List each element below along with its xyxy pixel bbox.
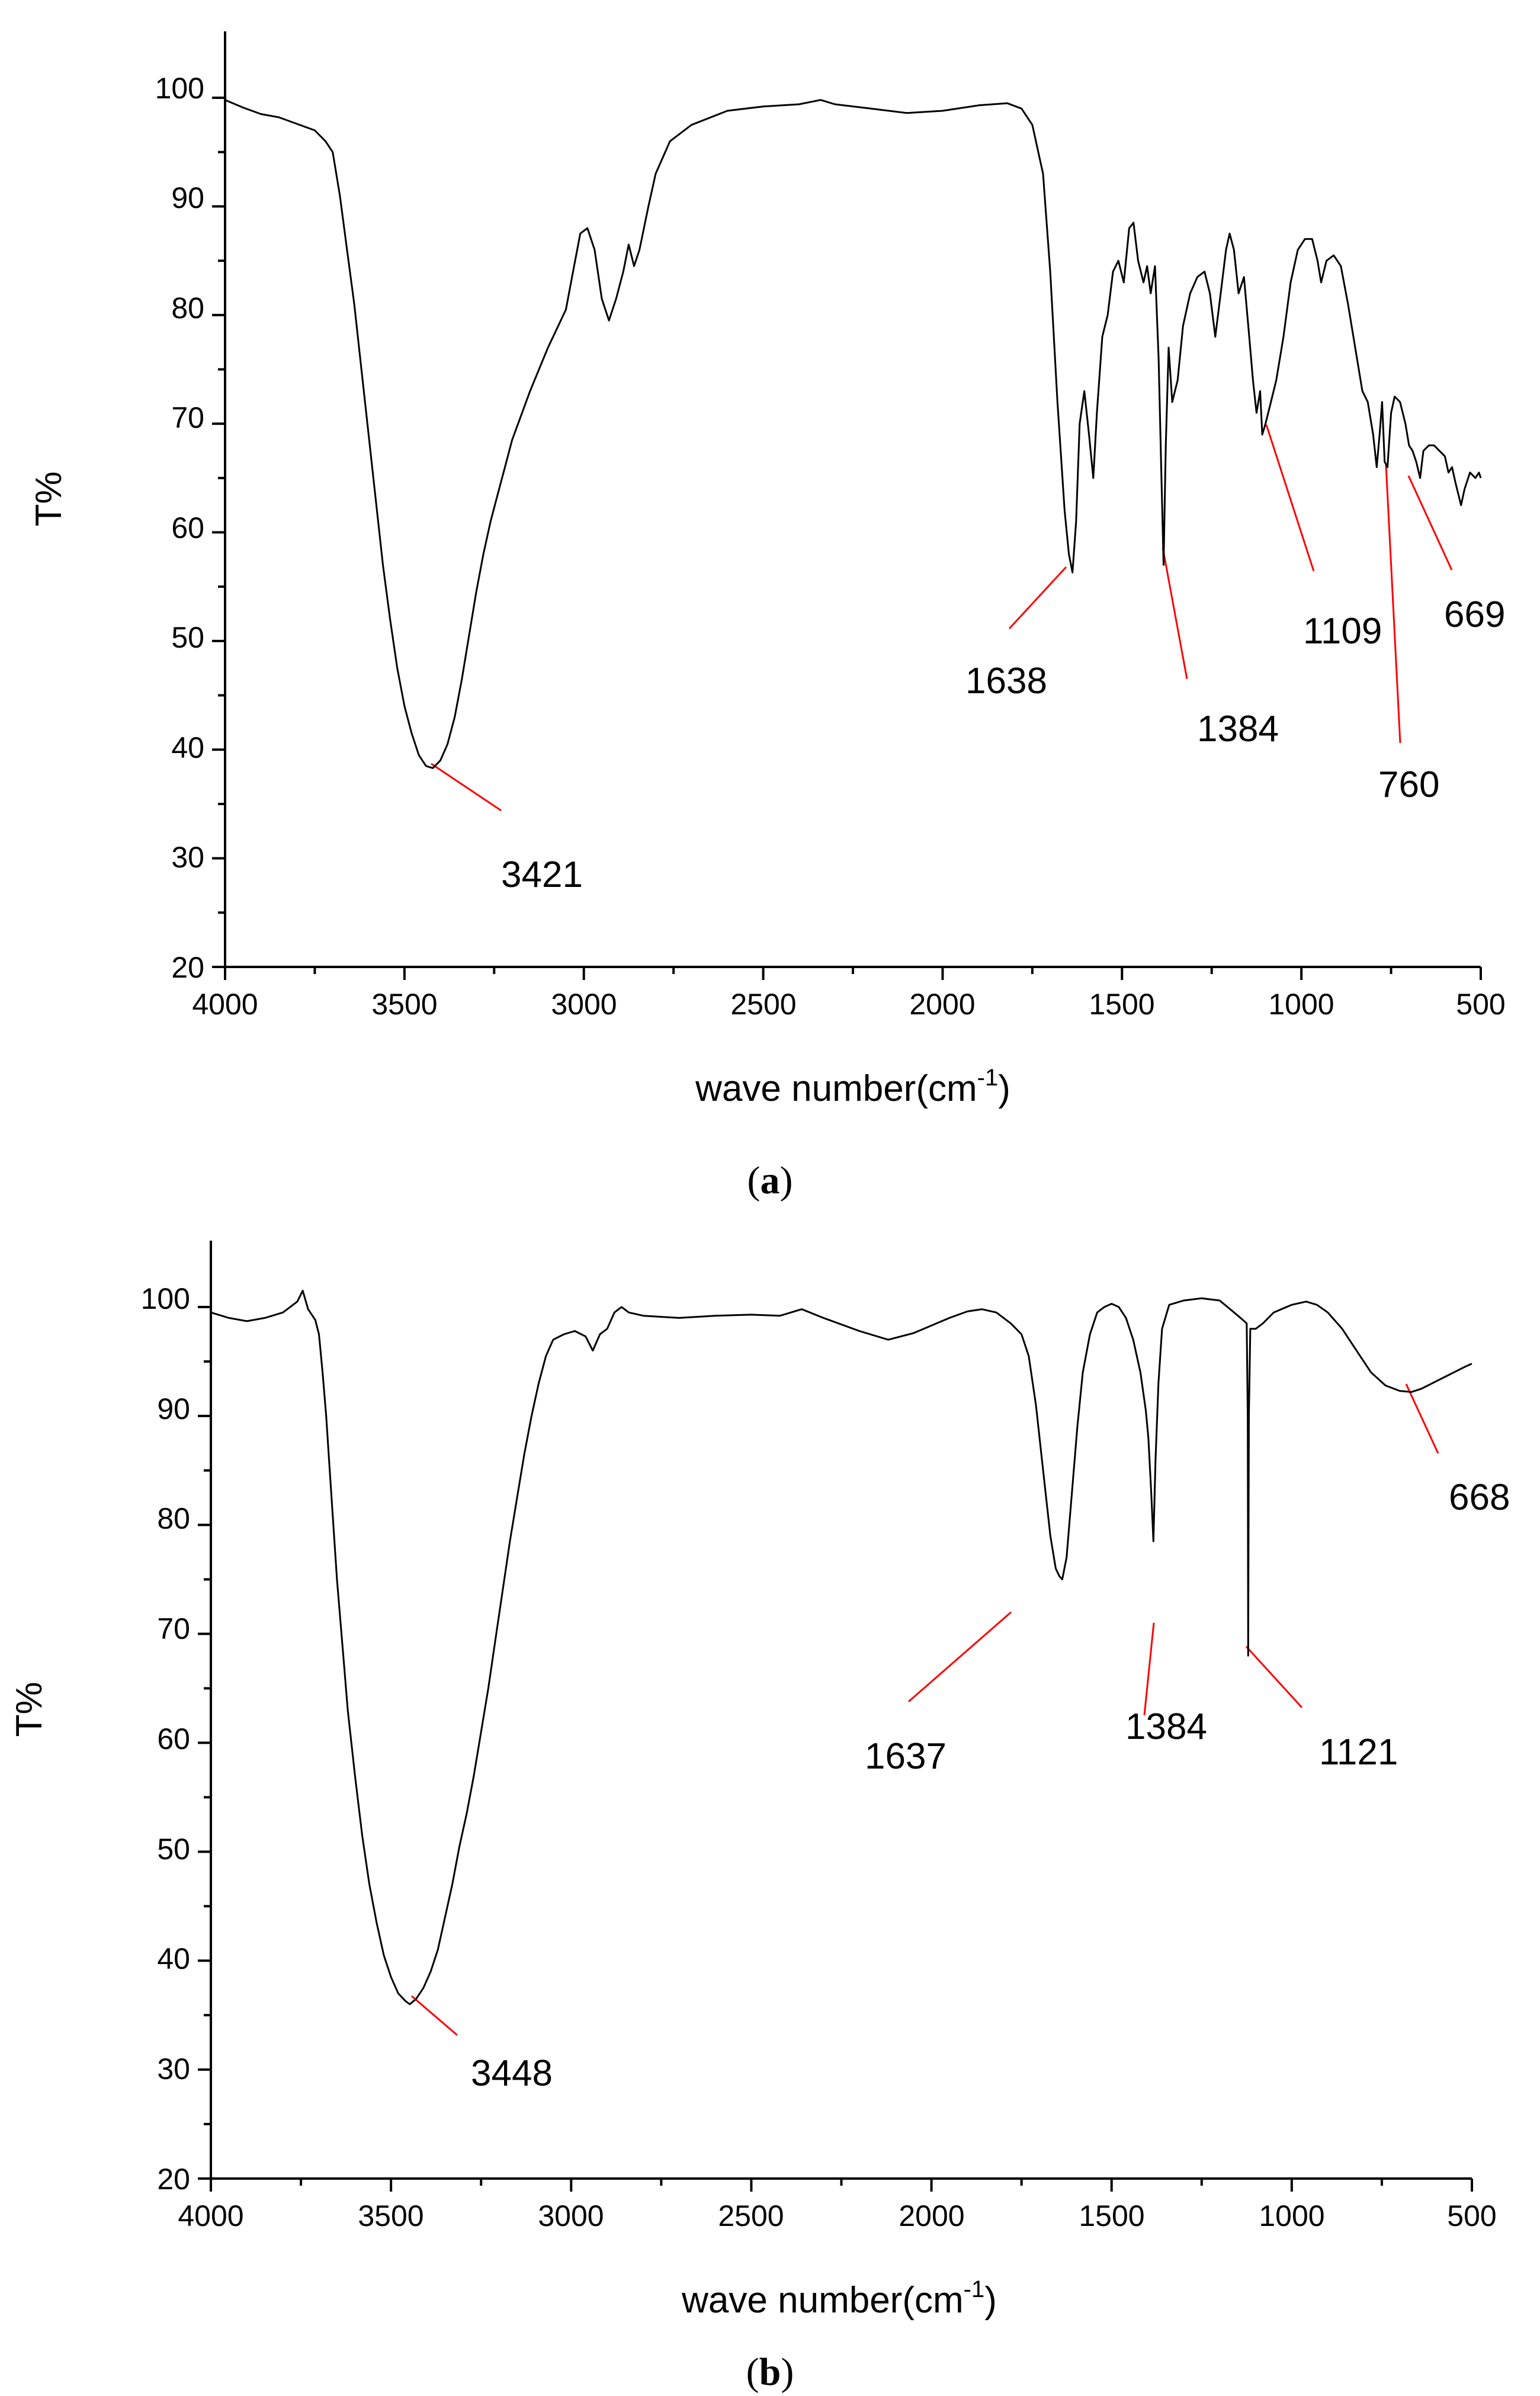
y-tick-label-b-100: 100: [141, 1282, 190, 1315]
x-tick-label-b-500: 500: [1447, 2199, 1496, 2232]
annotation-line-669: [1407, 475, 1453, 571]
annotation-line-1384: [1143, 1622, 1155, 1716]
y-tick-label-a-50: 50: [171, 621, 204, 654]
annotation-lines-a: [431, 424, 1453, 812]
annotation-line-3421: [431, 763, 502, 812]
y-axis-title-a: T%: [28, 472, 69, 527]
annotation-line-760: [1385, 465, 1401, 744]
panel-caption-a-letter: a: [761, 1159, 780, 1202]
y-tick-label-a-30: 30: [171, 841, 204, 874]
y-tick-label-b-40: 40: [157, 1942, 190, 1975]
panel-caption-b: (b): [746, 2350, 794, 2394]
chart-panel-b: 100 90 80 70 60 50 40 30 20 4000 3500 30…: [9, 1241, 1510, 2321]
y-tick-label-b-90: 90: [157, 1392, 190, 1426]
y-tick-label-b-30: 30: [157, 2052, 190, 2086]
y-axis-title-b: T%: [9, 1682, 50, 1737]
panel-caption-b-close: ): [781, 2350, 794, 2394]
panel-caption-a: (a): [747, 1159, 793, 1202]
x-axis-title-a-text: wave number(cm: [695, 1068, 977, 1109]
y-tick-label-b-20: 20: [157, 2163, 190, 2196]
x-axis-title-b-text: wave number(cm: [681, 2280, 963, 2321]
peak-label-668: 668: [1449, 1477, 1510, 1518]
peak-label-1384: 1384: [1197, 709, 1279, 749]
annotation-lines-b: [411, 1383, 1439, 2036]
panel-caption-b-letter: b: [759, 2350, 781, 2394]
y-tick-label-b-80: 80: [157, 1502, 190, 1535]
chart-panel-a: 100 90 80 70 60 50 40 30 20 4000 3500 30…: [28, 31, 1506, 1109]
x-tick-label-b-3500: 3500: [358, 2199, 424, 2232]
x-tick-label-a-500: 500: [1456, 988, 1505, 1021]
panel-caption-b-open: (: [746, 2350, 759, 2394]
annotation-line-1384: [1162, 547, 1188, 680]
x-tick-label-a-2500: 2500: [730, 988, 796, 1021]
x-tick-label-a-3000: 3000: [551, 988, 617, 1021]
x-axis-title-b-sup: -1: [964, 2276, 985, 2302]
y-tick-label-a-90: 90: [171, 181, 204, 214]
y-tick-label-b-70: 70: [157, 1612, 190, 1645]
panel-caption-a-open: (: [747, 1159, 761, 1202]
y-ticks-b: [198, 1306, 211, 2180]
panel-caption-a-close: ): [780, 1159, 793, 1202]
peak-label-1121: 1121: [1319, 1732, 1398, 1773]
y-tick-label-a-40: 40: [171, 731, 204, 764]
y-ticks-a: [212, 97, 225, 968]
spectrum-line-a: [224, 99, 1482, 769]
annotation-line-1121: [1245, 1645, 1303, 1709]
peak-label-1638: 1638: [965, 661, 1047, 701]
peak-label-760: 760: [1378, 764, 1439, 805]
y-tick-label-b-50: 50: [157, 1833, 190, 1866]
y-tick-label-a-20: 20: [171, 951, 204, 984]
peak-label-3448: 3448: [471, 2053, 553, 2094]
x-ticks-b: [210, 2179, 1473, 2192]
peak-labels-a: 3421 1638 1384 1109 760 669: [501, 594, 1505, 895]
axes-a: [224, 31, 1481, 968]
spectrum-line-b: [210, 1289, 1472, 2006]
y-tick-label-a-80: 80: [171, 292, 204, 325]
x-tick-label-b-3000: 3000: [538, 2199, 604, 2232]
peak-label-1109: 1109: [1303, 611, 1382, 652]
y-tick-label-a-60: 60: [171, 511, 204, 544]
x-tick-label-b-4000: 4000: [178, 2199, 243, 2232]
x-ticks-a: [224, 967, 1482, 980]
x-axis-title-b: wave number(cm-1): [681, 2276, 997, 2321]
x-tick-label-b-2500: 2500: [718, 2199, 784, 2232]
y-tick-label-a-70: 70: [171, 401, 204, 434]
annotation-line-668: [1405, 1383, 1439, 1454]
peak-label-3421: 3421: [501, 854, 583, 895]
peak-label-669: 669: [1444, 594, 1505, 635]
x-tick-label-b-1000: 1000: [1259, 2199, 1324, 2232]
annotation-line-1109: [1265, 424, 1315, 572]
x-tick-label-a-1500: 1500: [1089, 988, 1154, 1021]
x-tick-label-b-1500: 1500: [1079, 2199, 1144, 2232]
x-tick-label-a-3500: 3500: [371, 988, 437, 1021]
peak-labels-b: 3448 1637 1384 1121 668: [471, 1477, 1510, 2094]
y-tick-label-a-100: 100: [155, 72, 204, 105]
y-tick-label-b-60: 60: [157, 1722, 190, 1756]
peak-label-1384: 1384: [1125, 1706, 1207, 1747]
x-tick-label-a-1000: 1000: [1268, 988, 1334, 1021]
x-axis-title-a: wave number(cm-1): [695, 1065, 1010, 1109]
x-tick-label-a-4000: 4000: [192, 988, 258, 1021]
x-axis-title-b-close: ): [984, 2280, 997, 2321]
x-axis-title-a-sup: -1: [977, 1065, 999, 1091]
annotation-line-1638: [1008, 566, 1067, 630]
x-tick-label-b-2000: 2000: [899, 2199, 964, 2232]
peak-label-1637: 1637: [865, 1736, 947, 1777]
x-axis-title-a-close: ): [998, 1068, 1010, 1109]
annotation-line-1637: [908, 1611, 1012, 1703]
axes-b: [210, 1241, 1472, 2180]
x-tick-label-a-2000: 2000: [909, 988, 975, 1021]
annotation-line-3448: [411, 1995, 458, 2036]
